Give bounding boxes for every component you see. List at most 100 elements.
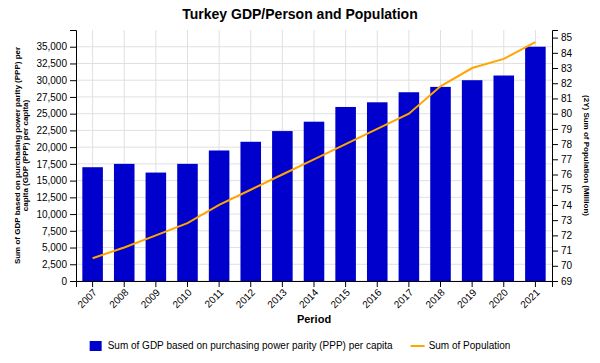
bar	[525, 47, 546, 281]
tick-mark	[552, 144, 558, 145]
tick: 2011	[202, 281, 225, 310]
tick: 30,000	[36, 75, 76, 86]
tick-mark	[408, 281, 409, 287]
tick-label: 27,500	[36, 92, 67, 103]
bar	[430, 87, 451, 281]
tick: 81	[552, 93, 573, 104]
chart: 2007200820092010201120122013201420152016…	[0, 0, 600, 363]
tick: 78	[552, 139, 573, 150]
tick-label: 12,500	[36, 192, 67, 203]
tick-mark	[552, 129, 558, 130]
bar	[304, 122, 325, 281]
legend: Sum of GDP based on purchasing power par…	[90, 340, 511, 351]
bar	[146, 173, 167, 281]
tick-mark	[552, 190, 558, 191]
line	[93, 42, 536, 258]
tick-mark	[70, 181, 76, 182]
tick-mark	[70, 248, 76, 249]
tick-label: 2017	[392, 286, 416, 310]
tick-mark	[552, 83, 558, 84]
tick: 2018	[423, 281, 447, 310]
tick: 85	[552, 32, 573, 43]
y-axis-title: Sum of GDP based on purchasing power par…	[13, 47, 31, 264]
tick-mark	[552, 114, 558, 115]
bar-series	[82, 47, 545, 281]
tick-label: 80	[561, 108, 573, 119]
tick-label: 2010	[170, 286, 194, 310]
tick-label: 84	[561, 48, 573, 59]
grid	[76, 30, 552, 281]
axis-line	[553, 31, 559, 282]
tick: 35,000	[36, 41, 76, 52]
axis-line	[70, 31, 77, 282]
tick-label: 25,000	[36, 108, 67, 119]
tick-label: 2018	[423, 286, 447, 310]
tick-label: 2019	[455, 286, 479, 310]
tick-label: 2015	[328, 286, 352, 310]
tick-mark	[472, 281, 473, 287]
tick-mark	[155, 281, 156, 287]
bar	[82, 167, 103, 281]
tick: 15,000	[36, 175, 76, 186]
tick: 75	[552, 184, 573, 195]
tick-mark	[552, 235, 558, 236]
tick-mark	[503, 281, 504, 287]
tick-label: 22,500	[36, 125, 67, 136]
tick-label: 70	[561, 260, 573, 271]
tick: 74	[552, 200, 573, 211]
tick-mark	[70, 197, 76, 198]
tick-label: 72	[561, 230, 573, 241]
plot: 2007200820092010201120122013201420152016…	[36, 30, 572, 310]
bar	[272, 131, 293, 281]
tick: 2014	[297, 281, 321, 310]
bar	[114, 164, 135, 281]
bar	[493, 76, 514, 281]
tick-label: 17,500	[36, 159, 67, 170]
axis-line	[77, 282, 553, 288]
tick: 2010	[170, 281, 194, 310]
tick-label: 85	[561, 32, 573, 43]
tick-label: 2014	[297, 286, 321, 310]
tick-mark	[552, 68, 558, 69]
tick-label: 82	[561, 78, 573, 89]
tick: 84	[552, 48, 573, 59]
legend-label: Sum of GDP based on purchasing power par…	[108, 340, 393, 351]
tick: 72	[552, 230, 573, 241]
tick: 2015	[328, 281, 352, 310]
tick-mark	[535, 281, 536, 287]
tick: 2020	[487, 281, 511, 310]
tick: 70	[552, 260, 573, 271]
tick: 79	[552, 124, 573, 135]
tick-mark	[70, 231, 76, 232]
tick-label: 77	[561, 154, 573, 165]
tick: 10,000	[36, 209, 76, 220]
tick: 27,500	[36, 92, 76, 103]
tick: 80	[552, 108, 573, 119]
y2-axis-title: (2Y) Sum of Population (Million)	[582, 95, 591, 216]
tick-label: 0	[61, 276, 67, 287]
x-axis-title: Period	[297, 313, 331, 325]
tick-label: 2012	[234, 286, 258, 310]
tick-label: 73	[561, 215, 573, 226]
tick-mark	[345, 281, 346, 287]
tick-mark	[552, 205, 558, 206]
tick-label: 2011	[202, 286, 225, 309]
y-axis: 02,5005,0007,50010,00012,50015,00017,500…	[36, 31, 76, 287]
tick-label: 20,000	[36, 142, 67, 153]
tick-label: 15,000	[36, 175, 67, 186]
tick-mark	[70, 164, 76, 165]
tick-mark	[552, 281, 558, 282]
tick-mark	[250, 281, 251, 287]
tick-label: 2007	[75, 286, 99, 310]
legend-item: Sum of GDP based on purchasing power par…	[90, 340, 393, 351]
tick-label: 2020	[487, 286, 511, 310]
tick: 22,500	[36, 125, 76, 136]
tick: 73	[552, 215, 573, 226]
tick: 20,000	[36, 142, 76, 153]
tick: 83	[552, 63, 573, 74]
tick-mark	[187, 281, 188, 287]
tick: 76	[552, 169, 573, 180]
tick-mark	[282, 281, 283, 287]
tick-label: 7,500	[42, 226, 67, 237]
tick: 2017	[392, 281, 416, 310]
